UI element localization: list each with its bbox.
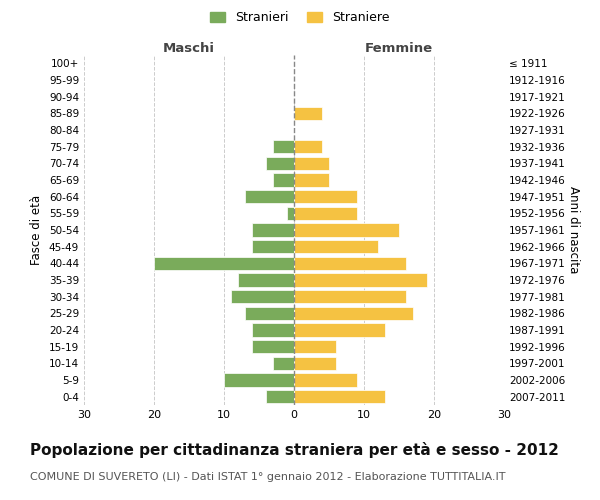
Text: Maschi: Maschi	[163, 42, 215, 55]
Bar	[231, 290, 294, 304]
Bar	[273, 356, 294, 370]
Bar	[294, 340, 336, 353]
Bar	[294, 390, 385, 404]
Bar	[287, 206, 294, 220]
Bar	[252, 240, 294, 254]
Bar	[294, 290, 406, 304]
Bar	[294, 274, 427, 286]
Text: COMUNE DI SUVERETO (LI) - Dati ISTAT 1° gennaio 2012 - Elaborazione TUTTITALIA.I: COMUNE DI SUVERETO (LI) - Dati ISTAT 1° …	[30, 472, 505, 482]
Bar	[154, 256, 294, 270]
Bar	[294, 324, 385, 336]
Bar	[294, 140, 322, 153]
Bar	[294, 206, 357, 220]
Bar	[294, 240, 378, 254]
Y-axis label: Anni di nascita: Anni di nascita	[566, 186, 580, 274]
Bar	[294, 374, 357, 386]
Bar	[273, 174, 294, 186]
Bar	[294, 156, 329, 170]
Bar	[266, 156, 294, 170]
Bar	[294, 106, 322, 120]
Bar	[245, 190, 294, 203]
Text: Femmine: Femmine	[365, 42, 433, 55]
Bar	[273, 140, 294, 153]
Legend: Stranieri, Straniere: Stranieri, Straniere	[205, 6, 395, 29]
Bar	[266, 390, 294, 404]
Bar	[252, 340, 294, 353]
Bar	[252, 224, 294, 236]
Bar	[294, 256, 406, 270]
Bar	[294, 224, 399, 236]
Text: Popolazione per cittadinanza straniera per età e sesso - 2012: Popolazione per cittadinanza straniera p…	[30, 442, 559, 458]
Bar	[238, 274, 294, 286]
Bar	[245, 306, 294, 320]
Bar	[294, 174, 329, 186]
Bar	[294, 190, 357, 203]
Bar	[294, 356, 336, 370]
Bar	[224, 374, 294, 386]
Y-axis label: Fasce di età: Fasce di età	[31, 195, 43, 265]
Bar	[294, 306, 413, 320]
Bar	[252, 324, 294, 336]
